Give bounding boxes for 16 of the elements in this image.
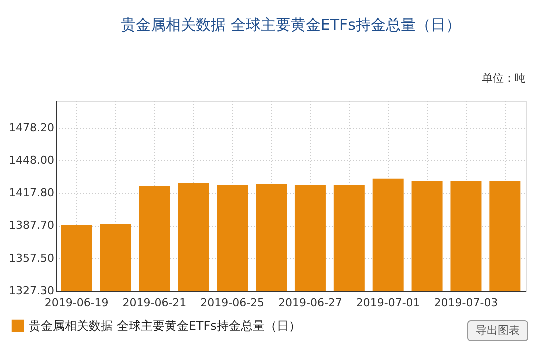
y-tick-label: 1387.70 — [9, 219, 54, 232]
text: 单位：吨 — [482, 72, 526, 85]
x-tick-label: 2019-07-03 — [434, 296, 498, 310]
y-tick-label: 1478.20 — [9, 121, 54, 134]
y-tick-label: 1327.30 — [9, 284, 54, 298]
x-tick-label: 2019-06-27 — [278, 296, 342, 310]
text: 导出图表 — [476, 324, 520, 337]
legend-label: 贵金属相关数据 全球主要黄金ETFs持金总量（日） — [29, 319, 301, 333]
x-tick-label: 2019-07-01 — [356, 296, 420, 310]
x-tick-label: 2019-06-25 — [200, 296, 265, 310]
y-tick-label: 1448.00 — [9, 154, 54, 167]
y-tick-label: 1357.50 — [9, 252, 54, 265]
x-tick-label: 2019-06-19 — [44, 296, 109, 310]
y-tick-label: 1417.80 — [9, 186, 54, 200]
chart-title: 贵金属相关数据 全球主要黄金ETFs持金总量（日） — [121, 16, 461, 34]
x-tick-label: 2019-06-21 — [122, 296, 187, 310]
